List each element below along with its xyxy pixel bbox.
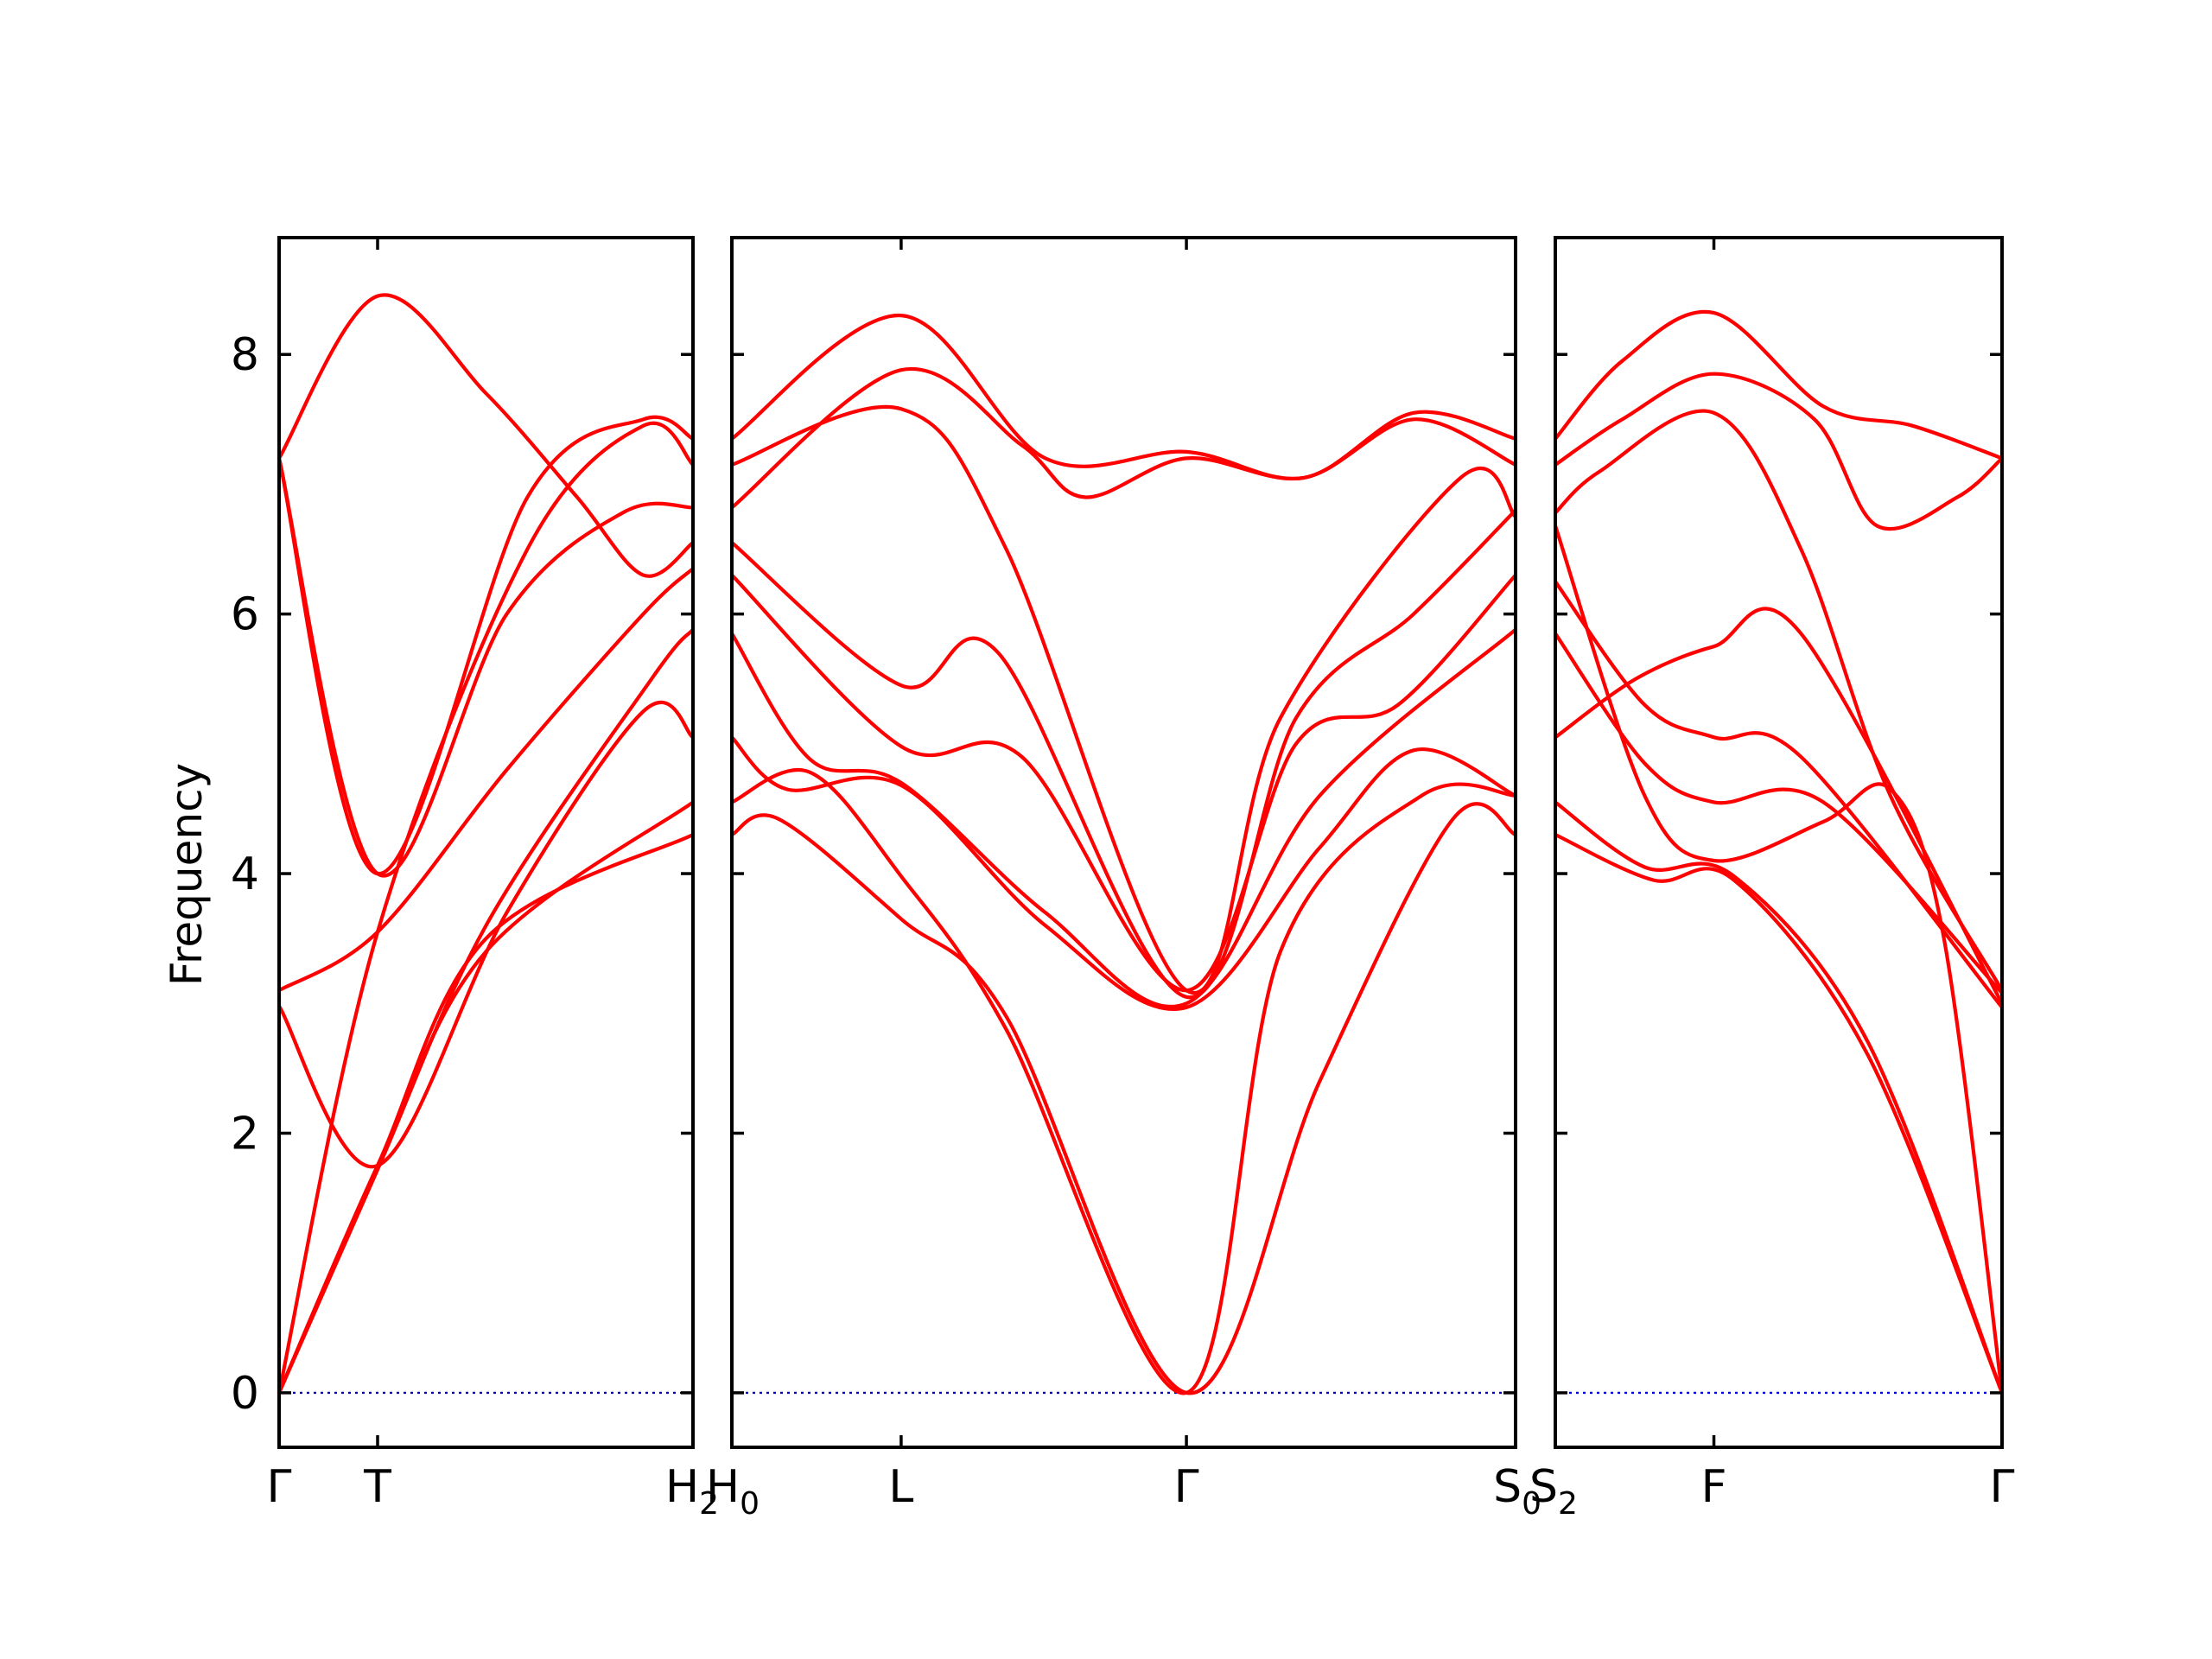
band-line-5 [1553,580,2005,1009]
band-line-6 [729,508,1518,999]
band-line-2 [276,800,696,1395]
band-line-2 [1553,800,2005,1395]
y-tick-labels: 0 2 4 6 8 [231,329,259,1420]
x-tick-label: Γ [1174,1461,1199,1513]
band-line-4 [276,627,696,1395]
band-line-5 [276,566,696,993]
band-line-7 [276,421,696,1395]
y-tick-label: 8 [231,329,259,381]
y-tick-label: 4 [231,849,259,900]
band-line-9 [1553,309,2005,461]
panel-frame [277,236,695,1449]
y-axis-label: Frequency [162,763,212,986]
band-line-9 [729,313,1518,481]
band-line-1 [1553,832,2005,1395]
x-tick-label: S0 [1493,1461,1541,1522]
band-line-8 [1553,372,2005,531]
x-tick-label: Γ [267,1461,292,1513]
band-line-3 [729,735,1518,1011]
band-line-1 [276,832,696,1395]
panel-frame [730,236,1517,1449]
band-line-2 [729,768,1518,1395]
y-tick-label: 2 [231,1108,259,1160]
band-line-5 [729,573,1518,993]
band-line-3 [1553,524,2005,1395]
x-tick-label: L [888,1461,913,1513]
panel-1: Γ T H2 [267,236,719,1522]
band-line-8 [276,293,696,578]
band-line-7 [729,404,1518,995]
band-line-3 [276,701,696,1169]
x-tick-label: F [1701,1461,1727,1513]
band-line-4 [729,627,1518,1009]
panel-2: H0 L Γ S0 [706,236,1541,1522]
x-tick-label: T [363,1461,391,1513]
band-line-1 [729,802,1518,1395]
band-line-8 [729,366,1518,510]
band-line-6 [276,456,696,878]
x-tick-label: H2 [665,1461,719,1522]
band-line-9 [276,415,696,876]
panel-frame [1554,236,2004,1449]
panel-3: S2 F Γ [1529,236,2015,1522]
band-line-7 [1553,409,2005,993]
x-tick-label: Γ [1990,1461,2015,1513]
band-line-6 [1553,607,2005,1006]
x-tick-label: H0 [706,1461,760,1522]
y-tick-label: 0 [231,1368,259,1420]
x-tick-label: S2 [1529,1461,1578,1522]
y-tick-label: 6 [231,589,259,641]
